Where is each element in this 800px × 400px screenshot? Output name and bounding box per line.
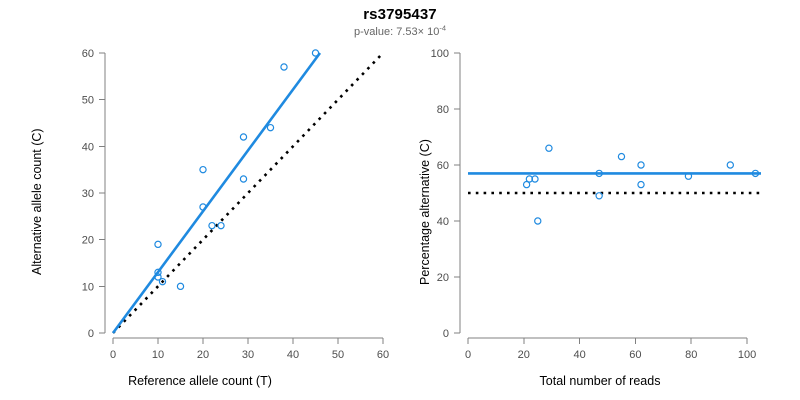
left-y-tick-10: 10 bbox=[82, 281, 94, 293]
pvalue-exponent: -4 bbox=[439, 23, 446, 33]
right-data-point bbox=[637, 161, 645, 169]
pvalue-subtitle: p-value: 7.53× 10-4 bbox=[0, 23, 800, 38]
right-data-point bbox=[595, 169, 603, 178]
left-x-axis-label: Reference allele count (T) bbox=[128, 374, 272, 388]
left-x-tick-60: 60 bbox=[377, 349, 389, 361]
right-y-tick-20: 20 bbox=[437, 272, 449, 284]
right-x-tick-60: 60 bbox=[629, 349, 641, 361]
right-y-tick-60: 60 bbox=[437, 160, 449, 172]
right-x-tick-40: 40 bbox=[573, 349, 585, 361]
page-title: rs3795437 bbox=[363, 6, 437, 23]
left-data-point bbox=[176, 282, 185, 291]
right-x-tick-20: 20 bbox=[518, 349, 530, 361]
left-plot-canvas: 0 10 20 30 40 50 60 0 10 20 30 40 50 60 bbox=[82, 48, 389, 361]
left-x-tick-20: 20 bbox=[197, 349, 209, 361]
left-y-tick-0: 0 bbox=[88, 328, 94, 340]
right-data-point bbox=[534, 217, 542, 225]
left-y-tick-20: 20 bbox=[82, 235, 94, 247]
right-data-point bbox=[637, 180, 645, 189]
right-data-point bbox=[751, 169, 760, 178]
left-fit-line-path bbox=[111, 52, 322, 334]
left-axes bbox=[99, 52, 384, 344]
left-y-tick-60: 60 bbox=[82, 48, 94, 60]
pvalue-text: p-value: 7.53× 10 bbox=[354, 26, 440, 38]
right-data-point bbox=[726, 161, 735, 169]
left-data-point bbox=[239, 175, 248, 183]
right-data-point bbox=[525, 175, 534, 183]
right-x-axis-label: Total number of reads bbox=[539, 374, 661, 388]
left-x-tick-0: 0 bbox=[110, 349, 116, 361]
right-data-point bbox=[545, 144, 553, 152]
left-reference-line bbox=[112, 52, 384, 334]
left-data-point bbox=[239, 133, 248, 141]
left-data-point bbox=[199, 203, 207, 211]
right-tick-labels: 0 20 40 60 80 100 0 20 40 60 80 100 bbox=[431, 48, 757, 361]
right-data-point bbox=[684, 172, 693, 180]
right-x-tick-0: 0 bbox=[465, 349, 471, 361]
left-reference-line-path bbox=[112, 52, 384, 334]
left-data-point bbox=[154, 273, 162, 281]
left-x-tick-50: 50 bbox=[332, 349, 344, 361]
left-data-point bbox=[217, 221, 225, 230]
right-data-point bbox=[595, 192, 603, 200]
left-x-tick-30: 30 bbox=[242, 349, 254, 361]
right-y-tick-40: 40 bbox=[437, 216, 449, 228]
left-data-point bbox=[154, 240, 162, 249]
left-data-point bbox=[311, 49, 320, 57]
right-y-tick-0: 0 bbox=[443, 328, 449, 340]
right-data-points bbox=[522, 144, 760, 225]
right-data-point bbox=[531, 175, 539, 183]
left-y-tick-50: 50 bbox=[82, 95, 94, 107]
right-x-tick-80: 80 bbox=[685, 349, 697, 361]
left-data-point bbox=[199, 165, 207, 174]
left-y-tick-40: 40 bbox=[82, 141, 94, 153]
left-data-point bbox=[208, 221, 216, 230]
right-axes bbox=[454, 52, 748, 344]
right-y-tick-100: 100 bbox=[431, 48, 449, 60]
left-data-point bbox=[280, 63, 288, 71]
left-fit-line bbox=[111, 52, 322, 334]
left-tick-labels: 0 10 20 30 40 50 60 0 10 20 30 40 50 60 bbox=[82, 48, 389, 361]
left-data-point bbox=[158, 277, 167, 286]
left-data-point bbox=[266, 123, 275, 132]
left-x-tick-10: 10 bbox=[152, 349, 164, 361]
right-x-tick-100: 100 bbox=[738, 349, 756, 361]
left-y-axis-label: Alternative allele count (C) bbox=[30, 128, 44, 275]
left-data-point bbox=[154, 268, 162, 277]
left-y-tick-30: 30 bbox=[82, 188, 94, 200]
right-data-point bbox=[617, 152, 626, 161]
left-data-points bbox=[154, 49, 320, 291]
panel-percentage-alternative: 0 20 40 60 80 100 0 20 40 60 80 100 Total number of… bbox=[400, 0, 800, 400]
panel-allele-counts: 0 10 20 30 40 50 60 0 10 20 30 40 50 60 Reference all… bbox=[30, 48, 389, 388]
left-x-tick-40: 40 bbox=[287, 349, 299, 361]
right-y-axis-label: Percentage alternative (C) bbox=[418, 139, 432, 285]
right-data-point bbox=[522, 180, 531, 189]
right-y-tick-80: 80 bbox=[437, 104, 449, 116]
right-plot-canvas: 0 20 40 60 80 100 0 20 40 60 80 100 bbox=[431, 48, 761, 361]
